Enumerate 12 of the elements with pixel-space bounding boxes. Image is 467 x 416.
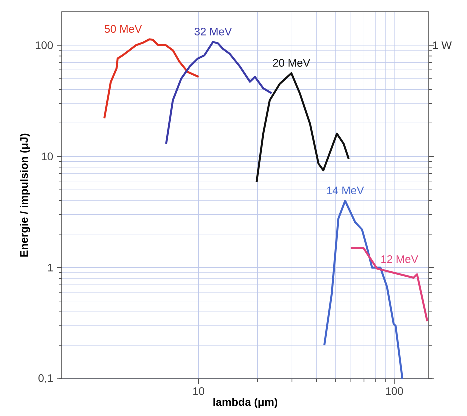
y-tick-label: 0,1 xyxy=(38,374,53,384)
series-label: 12 MeV xyxy=(382,256,418,264)
x-axis-title: lambda (μm) xyxy=(214,398,278,408)
text: 1 W xyxy=(433,42,452,50)
series-label: 50 MeV xyxy=(104,25,142,34)
series-label: 32 MeV xyxy=(194,28,232,36)
y-tick-label: 100 xyxy=(36,42,54,50)
y-tick-label: 1 xyxy=(48,264,53,272)
series-label: 20 MeV xyxy=(273,59,310,67)
y-axis-title: Energie / impulsion (μJ) xyxy=(20,134,30,257)
series-label: 14 MeV xyxy=(327,186,364,195)
y-tick-label: 10 xyxy=(42,152,54,161)
